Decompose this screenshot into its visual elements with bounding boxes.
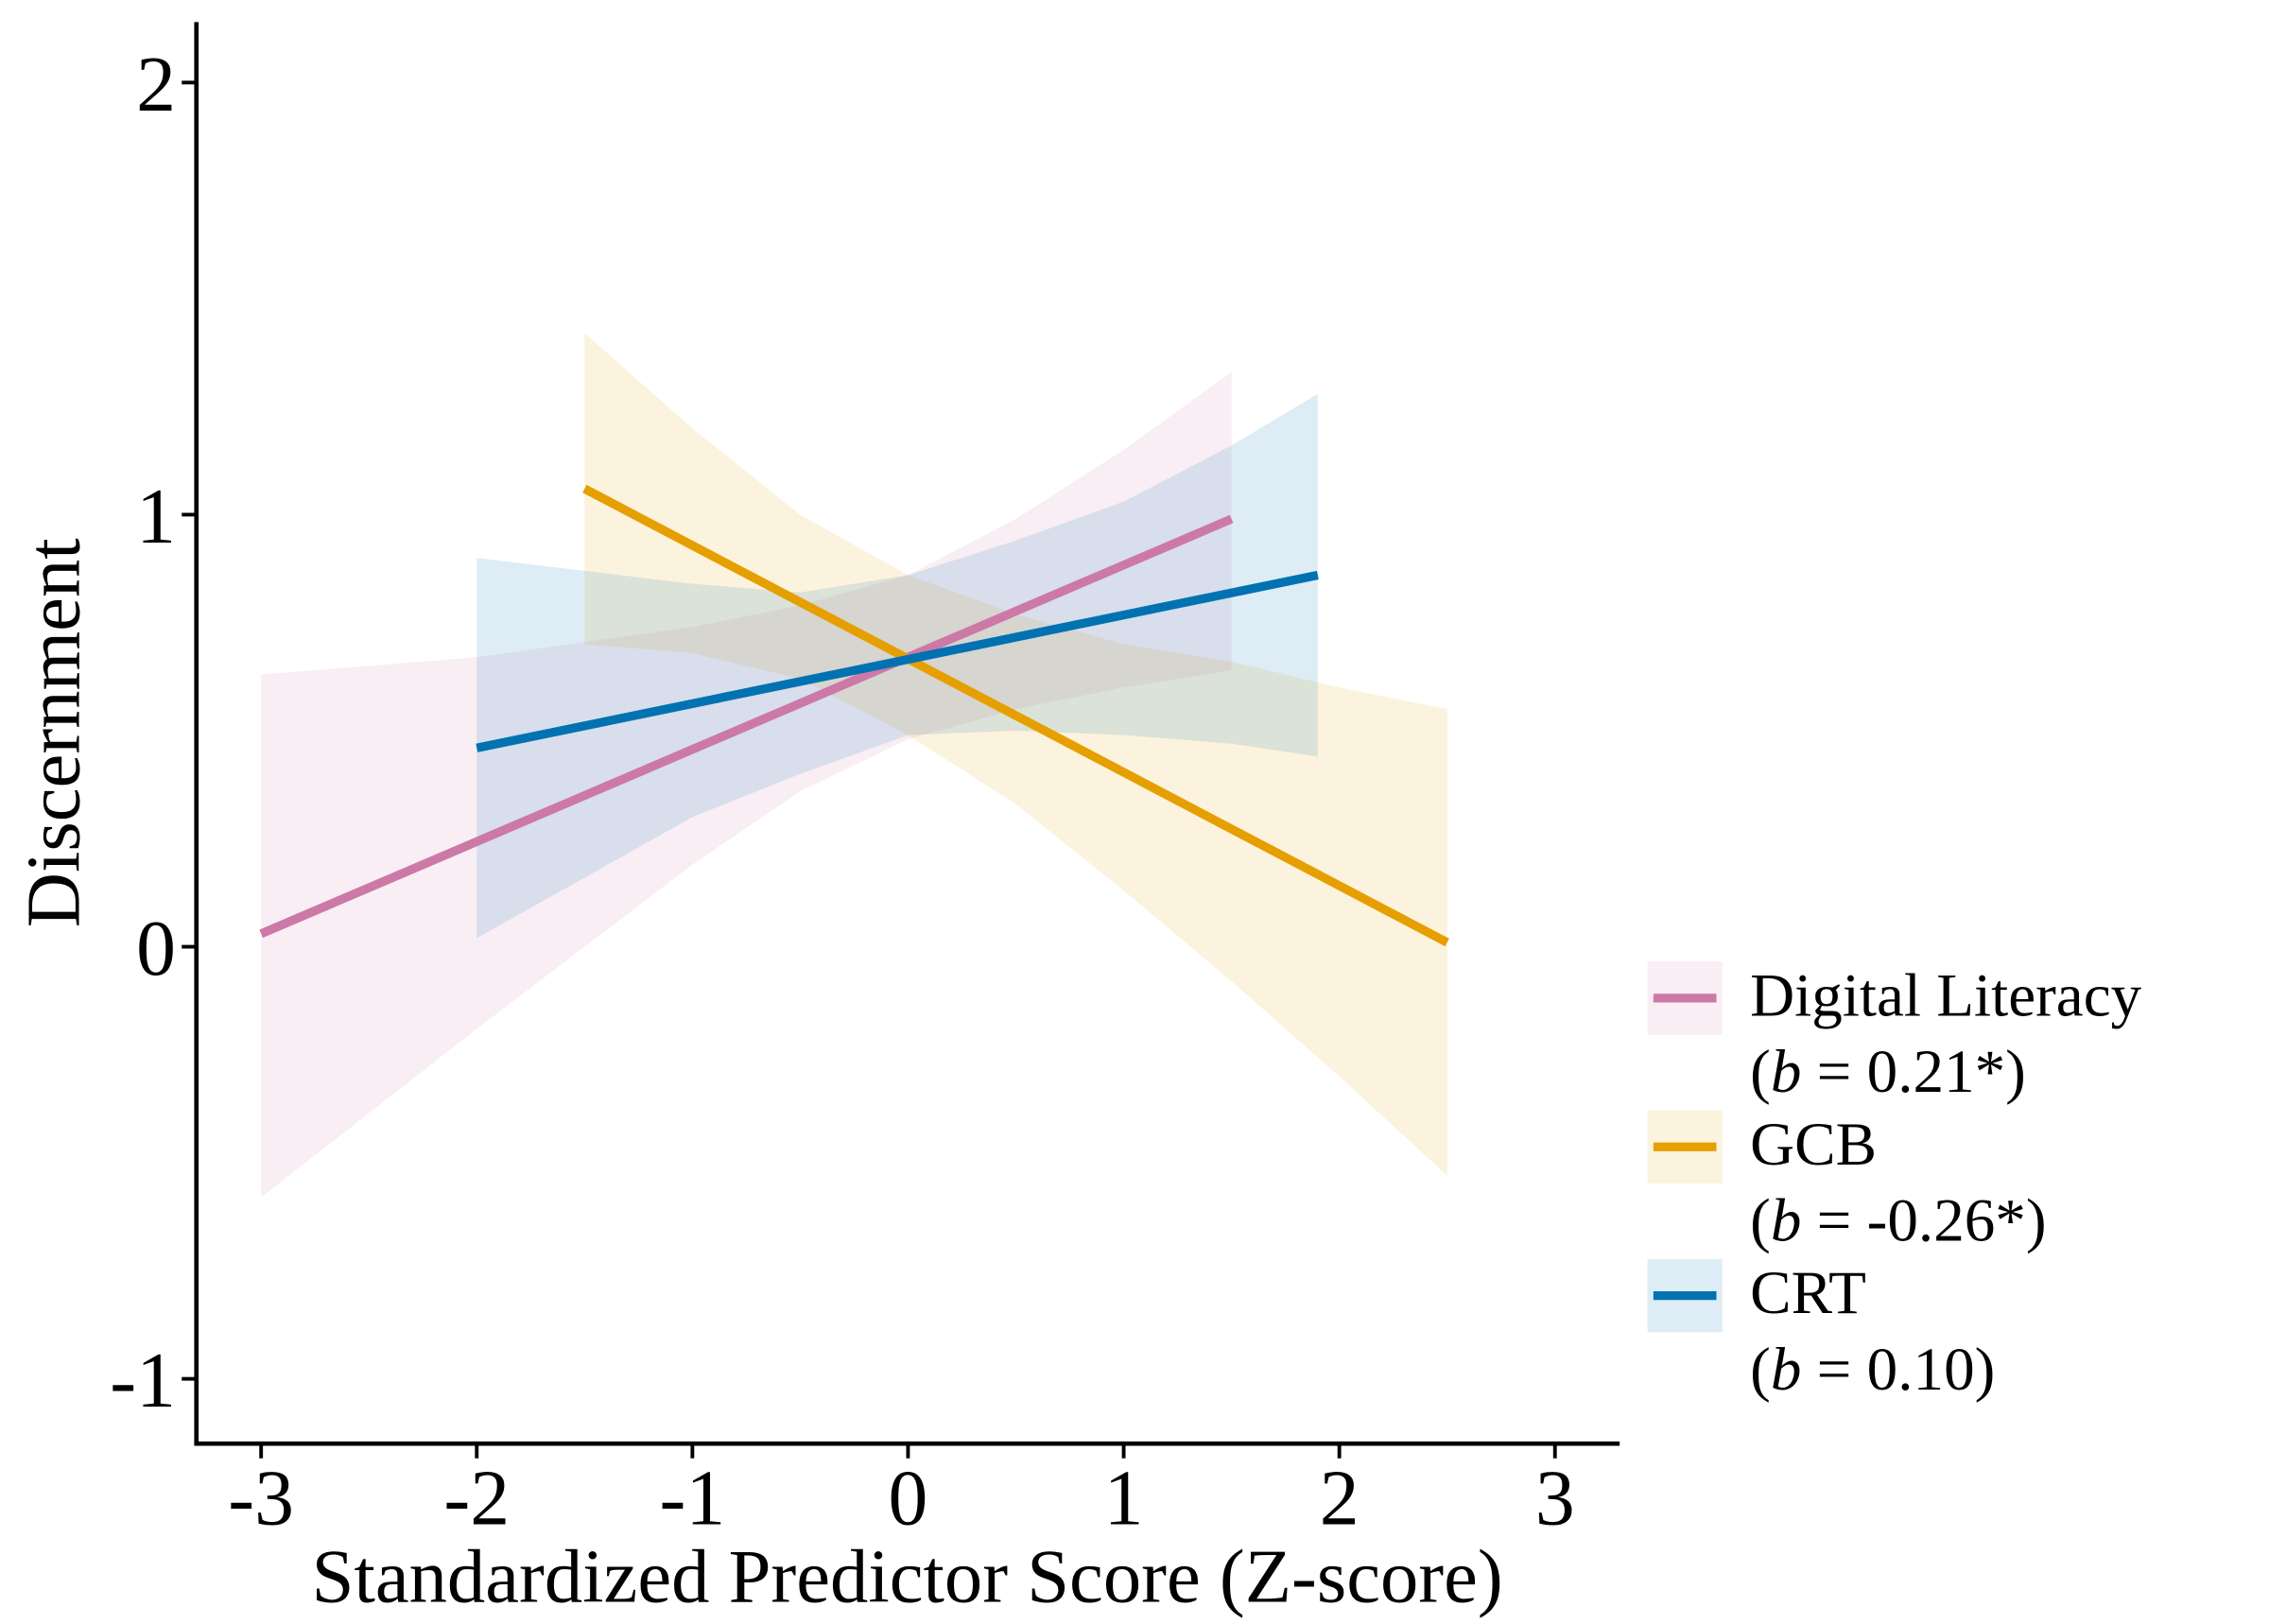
- legend-stat-prefix: (: [1750, 1186, 1771, 1254]
- y-tick-label: 2: [136, 41, 176, 129]
- legend: Digital Literacy(b = 0.21*)GCB(b = -0.26…: [1647, 961, 2142, 1404]
- legend-stat: (b = 0.21*): [1750, 1038, 2026, 1106]
- legend-label: GCB: [1750, 1111, 1877, 1179]
- x-tick-label: 1: [1104, 1454, 1144, 1542]
- regression-line-0: [259, 514, 1234, 939]
- x-tick-label: -2: [443, 1454, 510, 1542]
- legend-stat-value: = 0.10): [1801, 1336, 1995, 1404]
- y-axis-title: Discernment: [12, 538, 96, 927]
- y-tick-label: -1: [110, 1337, 176, 1425]
- ci-band-0: [261, 371, 1232, 1198]
- ci-band-1: [584, 333, 1447, 1176]
- x-tick-label: 3: [1535, 1454, 1575, 1542]
- regression-line-2: [476, 570, 1319, 752]
- legend-stat-var: b: [1771, 1186, 1802, 1254]
- y-tick-label: 1: [136, 473, 176, 561]
- legend-stat-value: = 0.21*): [1801, 1038, 2025, 1106]
- legend-stat-prefix: (: [1750, 1038, 1771, 1106]
- legend-stat-var: b: [1771, 1038, 1802, 1106]
- legend-stat: (b = -0.26*): [1750, 1186, 2046, 1254]
- legend-stat-prefix: (: [1750, 1336, 1771, 1404]
- legend-stat-var: b: [1771, 1336, 1802, 1404]
- y-tick-label: 0: [136, 905, 176, 993]
- legend-label: CRT: [1750, 1259, 1866, 1327]
- regression-lines: [259, 484, 1449, 947]
- legend-stat-value: = -0.26*): [1801, 1186, 2046, 1254]
- x-axis-title: Standardized Predictor Score (Z-score): [312, 1535, 1503, 1619]
- regression-line-1: [582, 484, 1449, 947]
- x-tick-label: -1: [659, 1454, 725, 1542]
- x-tick-label: 2: [1320, 1454, 1360, 1542]
- x-tick-label: 0: [889, 1454, 928, 1542]
- legend-stat: (b = 0.10): [1750, 1336, 1995, 1404]
- confidence-bands: [261, 333, 1447, 1198]
- axes: -3 -2 -1 0 1 2 3 -1 0 1 2: [110, 22, 1620, 1542]
- legend-label: Digital Literacy: [1750, 962, 2141, 1030]
- x-tick-label: -3: [228, 1454, 294, 1542]
